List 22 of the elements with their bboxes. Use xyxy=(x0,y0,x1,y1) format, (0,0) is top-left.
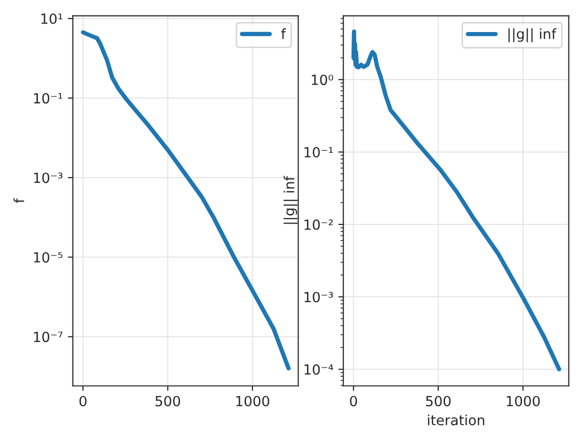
x-tick-label: 1000 xyxy=(506,396,540,406)
y-tick-label: 10⁻² xyxy=(304,219,333,230)
legend-label: ||g|| inf xyxy=(508,28,557,42)
y-tick-label: 10⁻¹ xyxy=(304,146,333,158)
x-tick-label: 500 xyxy=(156,396,180,406)
y-tick-label: 10⁻³ xyxy=(304,292,333,302)
x-tick-label: 0 xyxy=(350,396,357,406)
y-tick-label: 10⁰ xyxy=(312,74,334,86)
x-tick-label: 0 xyxy=(79,396,86,406)
legend-label: f xyxy=(281,28,286,39)
y-tick-label: 10⁻¹ xyxy=(34,93,62,104)
x-axis-title: iteration xyxy=(428,414,484,426)
y-tick-label: 10⁻⁴ xyxy=(304,364,334,375)
y-axis-title: ||g|| inf xyxy=(284,176,298,224)
y-axis-title: f xyxy=(14,198,24,203)
line-series xyxy=(351,30,562,372)
y-tick-label: 10⁻⁵ xyxy=(34,252,62,263)
x-tick-label: 1000 xyxy=(236,396,270,406)
y-tick-label: 10¹ xyxy=(41,13,62,24)
y-tick-label: 10⁻³ xyxy=(34,172,62,184)
y-tick-label: 10⁻⁷ xyxy=(34,332,62,342)
x-tick-label: 500 xyxy=(426,396,451,406)
